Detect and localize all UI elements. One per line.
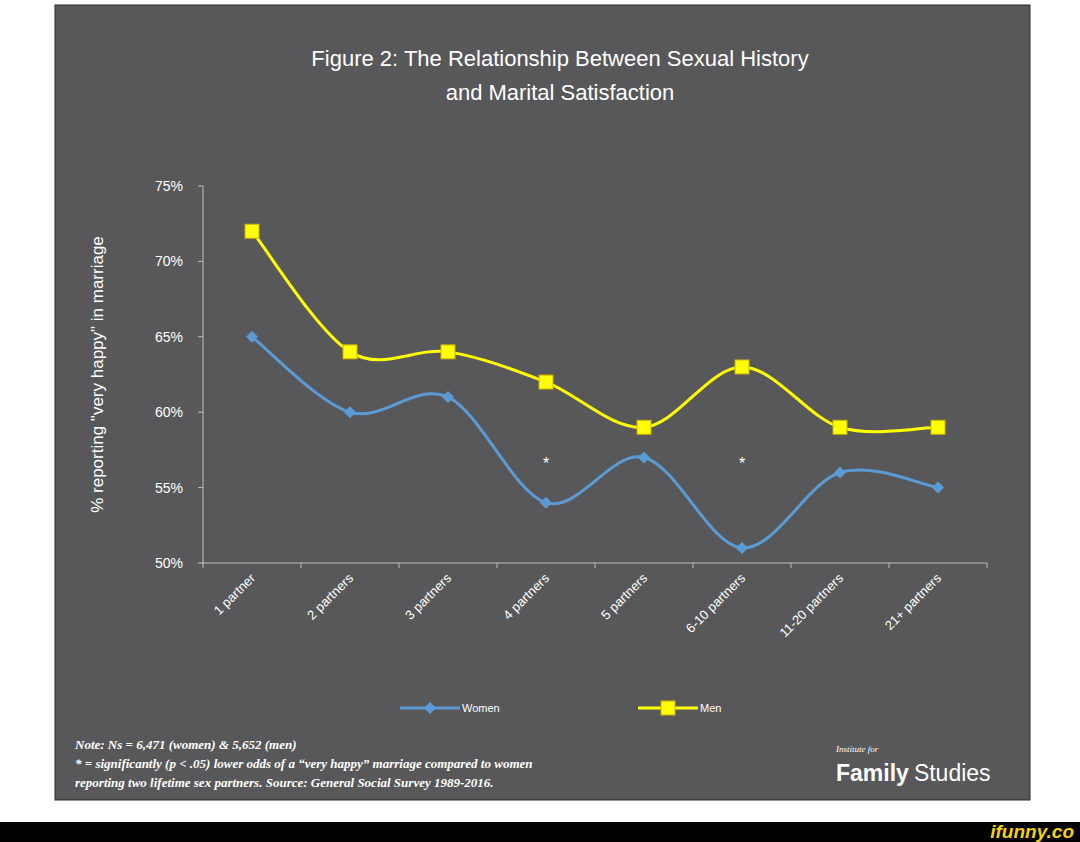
y-tick <box>198 186 203 187</box>
legend-label: Men <box>700 702 721 714</box>
data-point <box>246 331 258 343</box>
x-tick <box>693 563 694 568</box>
chart-svg: Figure 2: The Relationship Between Sexua… <box>0 0 1080 842</box>
logo-sub: Studies <box>914 760 991 786</box>
data-point <box>736 542 748 554</box>
logo-main: Family <box>836 760 909 786</box>
y-tick <box>198 563 203 564</box>
x-tick <box>889 563 890 568</box>
chart-panel <box>55 5 1030 800</box>
watermark: ifunny.co <box>990 821 1074 842</box>
x-tick-label: 2 partners <box>304 570 356 622</box>
y-tick <box>198 261 203 262</box>
y-tick <box>198 412 203 413</box>
x-tick <box>595 563 596 568</box>
data-point <box>735 360 749 374</box>
x-tick-label: 6-10 partners <box>683 570 749 636</box>
legend-marker <box>661 701 675 715</box>
watermark-bar <box>0 822 1080 842</box>
series-line <box>252 231 938 432</box>
plot-area <box>245 224 945 554</box>
data-point <box>343 345 357 359</box>
legend-label: Women <box>462 702 500 714</box>
x-tick <box>203 563 204 568</box>
y-tick <box>198 336 203 337</box>
data-point <box>932 482 944 494</box>
data-point <box>834 467 846 479</box>
y-tick-label: 75% <box>155 178 183 194</box>
x-tick <box>497 563 498 568</box>
data-point <box>539 375 553 389</box>
y-axis-line <box>203 186 204 563</box>
page: {"chart_data": {"type": "line", "title":… <box>0 0 1080 842</box>
logo-small: Institute for <box>835 744 879 754</box>
note-text: * = significantly (p < .05) lower odds o… <box>75 756 533 771</box>
x-tick-label: 21+ partners <box>882 570 945 633</box>
y-axis-label: % reporting "very happy" in marriage <box>88 236 107 513</box>
data-point <box>637 420 651 434</box>
note-text: reporting two lifetime sex partners. Sou… <box>75 775 494 790</box>
y-tick-label: 65% <box>155 329 183 345</box>
data-point <box>540 497 552 509</box>
page-background <box>0 0 1080 842</box>
x-tick <box>399 563 400 568</box>
chart-title: Figure 2: The Relationship Between Sexua… <box>311 46 808 71</box>
data-point <box>245 224 259 238</box>
data-point <box>442 391 454 403</box>
x-tick <box>301 563 302 568</box>
x-tick-label: 5 partners <box>598 570 650 622</box>
y-tick-label: 60% <box>155 404 183 420</box>
x-tick <box>791 563 792 568</box>
y-tick-label: 55% <box>155 480 183 496</box>
y-tick-label: 70% <box>155 253 183 269</box>
data-point <box>931 420 945 434</box>
x-tick <box>987 563 988 568</box>
x-tick-label: 1 partner <box>211 570 259 618</box>
legend-marker <box>424 702 436 714</box>
annotation: * <box>543 455 549 472</box>
note-text: Note: Ns = 6,471 (women) & 5,652 (men) <box>74 737 297 752</box>
chart-title: and Marital Satisfaction <box>446 80 675 105</box>
data-point <box>638 451 650 463</box>
x-tick-label: 11-20 partners <box>776 570 846 640</box>
annotation: * <box>739 455 745 472</box>
logo: FamilyStudies <box>836 760 991 786</box>
x-tick-label: 4 partners <box>500 570 552 622</box>
series-line <box>252 337 938 548</box>
data-point <box>441 345 455 359</box>
data-point <box>833 420 847 434</box>
data-point <box>344 406 356 418</box>
y-tick <box>198 487 203 488</box>
x-tick-label: 3 partners <box>402 570 454 622</box>
y-tick-label: 50% <box>155 555 183 571</box>
